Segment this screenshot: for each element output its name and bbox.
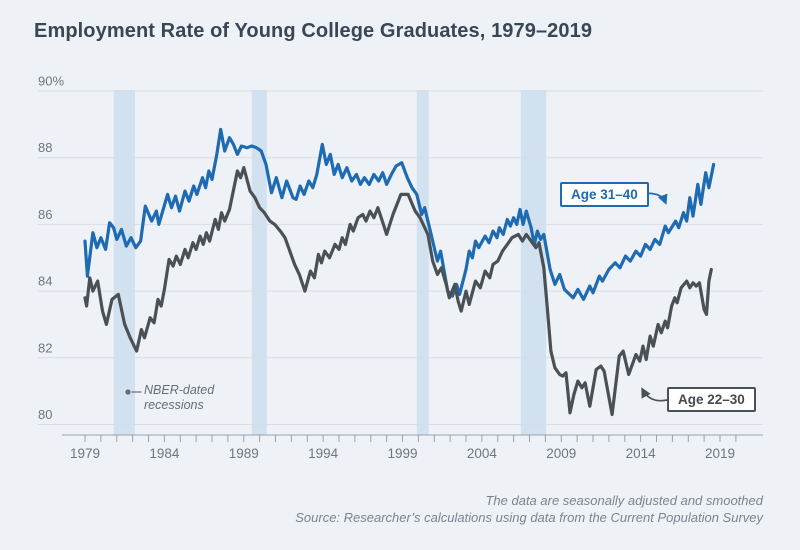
y-axis-label: 90%: [38, 74, 64, 89]
series-label-age-31-40: Age 31–40: [560, 182, 649, 207]
y-axis-label: 82: [38, 340, 52, 355]
y-axis-label: 88: [38, 140, 52, 155]
chart-footer: The data are seasonally adjusted and smo…: [295, 492, 763, 526]
chart-title: Employment Rate of Young College Graduat…: [34, 20, 593, 42]
series-line-age-22-30: [83, 166, 713, 417]
y-axis-label: 86: [38, 207, 52, 222]
series-label-age-31-40-text: Age 31–40: [571, 187, 638, 202]
y-axis-label: 84: [38, 274, 52, 289]
series-label-age-22-30: Age 22–30: [667, 387, 756, 412]
series-line-age-31-40: [83, 127, 716, 301]
x-axis-label: 1989: [229, 446, 259, 461]
x-axis-label: 2014: [626, 446, 657, 461]
recession-band: [251, 90, 267, 435]
series-label-age-22-30-text: Age 22–30: [678, 392, 745, 407]
x-axis-label: 2004: [467, 446, 498, 461]
recession-note: NBER-dated recessions: [144, 383, 214, 413]
recession-note-line1: NBER-dated: [144, 383, 215, 397]
footer-note: The data are seasonally adjusted and smo…: [485, 493, 763, 508]
age-22-30-arrow: [641, 387, 668, 402]
y-axis-label: 80: [38, 407, 52, 422]
recession-band: [416, 90, 429, 435]
recession-note-line2: recessions: [144, 398, 204, 412]
x-axis-label: 1994: [308, 446, 339, 461]
recession-band: [113, 90, 135, 435]
x-axis-label: 1984: [149, 446, 180, 461]
x-axis-label: 1979: [70, 446, 100, 461]
x-axis-label: 2009: [546, 446, 576, 461]
recession-note-dot: [125, 389, 131, 395]
x-axis-label: 1999: [387, 446, 417, 461]
x-axis-label: 2019: [705, 446, 735, 461]
footer-source: Source: Researcher’s calculations using …: [295, 510, 763, 525]
